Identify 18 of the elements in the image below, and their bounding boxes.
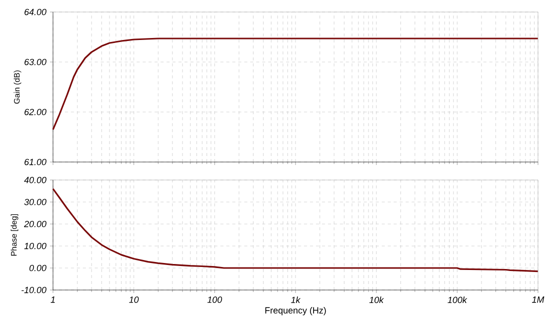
x-tick-label: 1 xyxy=(50,296,55,303)
y-tick-label: 10.00 xyxy=(24,242,46,250)
y-tick-label: 64.00 xyxy=(24,8,46,16)
x-tick-label: 100k xyxy=(448,296,468,304)
y-tick-label: 63.00 xyxy=(24,58,46,66)
y-tick-label: -10.00 xyxy=(22,286,46,294)
x-tick-label: 10 xyxy=(129,296,139,303)
y-tick-label: 0.00 xyxy=(29,264,46,272)
y-tick-label: 30.00 xyxy=(24,198,46,206)
x-tick-label: 1M xyxy=(532,296,544,303)
x-tick-label: 100 xyxy=(207,296,222,303)
x-tick-label: 10k xyxy=(369,296,384,304)
x-tick-label: 1k xyxy=(291,296,301,304)
x-axis-title: Frequency (Hz) xyxy=(265,306,326,316)
y-tick-label: 61.00 xyxy=(24,158,46,166)
y-tick-label: 20.00 xyxy=(24,220,46,228)
y-tick-label: 40.00 xyxy=(24,176,46,184)
y-tick-label: 62.00 xyxy=(24,108,46,116)
